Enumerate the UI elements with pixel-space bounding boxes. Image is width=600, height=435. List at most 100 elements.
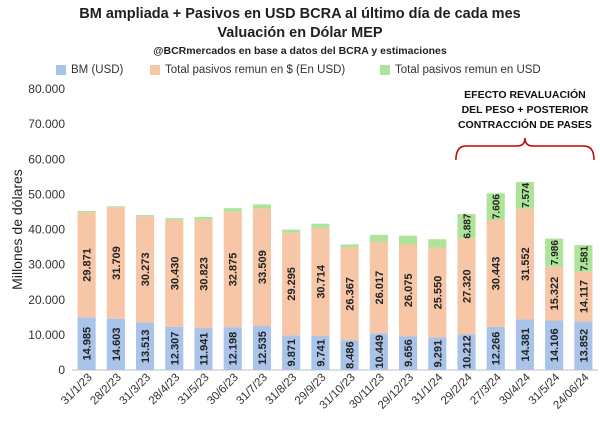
bar-segment-pasivos-usd <box>282 229 301 233</box>
x-tick-label: 31/8/23 <box>264 372 300 408</box>
bar-segment-pasivos-pesos <box>311 227 330 336</box>
data-label: 10.449 <box>374 335 386 369</box>
x-tick-label: 31/5/23 <box>176 372 212 408</box>
legend-item-pasivos-usd: Total pasivos remun en USD <box>380 64 541 76</box>
bar-segment-pasivos-pesos <box>398 244 418 337</box>
bar-segment-bm <box>515 319 535 370</box>
chart-legend: BM (USD) Total pasivos remun en $ (En US… <box>0 64 600 80</box>
legend-swatch-bm <box>56 65 66 75</box>
data-label: 9.741 <box>315 339 327 367</box>
bar-segment-bm <box>545 320 564 370</box>
data-label: 13.852 <box>578 329 590 363</box>
bar-segment-bm <box>486 326 505 370</box>
data-label: 12.535 <box>257 331 269 365</box>
x-tick-label: 28/4/23 <box>147 372 183 408</box>
bar-segment-pasivos-usd <box>545 238 564 267</box>
data-label: 8.486 <box>345 341 357 369</box>
chart-title: BM ampliada + Pasivos en USD BCRA al últ… <box>79 6 521 22</box>
bar-segment-pasivos-pesos <box>282 232 301 336</box>
bar-segment-pasivos-pesos <box>77 212 96 318</box>
x-tick-label: 31/3/23 <box>118 372 154 408</box>
x-tick-label: 28/2/23 <box>88 372 124 408</box>
chart-subtitle: Valuación en Dólar MEP <box>217 25 383 41</box>
data-label: 14.985 <box>82 327 94 361</box>
data-label: 12.307 <box>169 332 181 366</box>
bar-segment-pasivos-usd <box>194 216 213 220</box>
annotation-text: CONTRACCIÓN DE PASES <box>458 118 592 131</box>
y-tick-label: 60.000 <box>28 152 65 166</box>
bar-segment-pasivos-pesos <box>194 219 213 329</box>
data-label: 32.875 <box>228 253 240 287</box>
bar-segment-pasivos-pesos <box>428 247 447 338</box>
bar-segment-pasivos-usd <box>428 239 447 248</box>
bar-segment-bm <box>340 340 359 370</box>
bar-segment-pasivos-pesos <box>515 208 535 320</box>
bar-segment-bm <box>369 333 388 370</box>
data-label: 14.117 <box>578 280 590 313</box>
data-label: 26.367 <box>345 277 357 311</box>
legend-item-bm: BM (USD) <box>56 64 123 76</box>
data-label: 11.941 <box>199 333 211 366</box>
data-label: 30.443 <box>491 257 503 291</box>
data-label: 9.291 <box>432 340 444 368</box>
bar-segment-pasivos-usd <box>340 244 359 248</box>
bar-segment-bm <box>252 325 272 370</box>
bar-segment-bm <box>428 337 447 370</box>
bar-segment-bm <box>165 326 184 370</box>
data-label: 6.887 <box>463 213 474 238</box>
data-label: 29.295 <box>286 267 298 301</box>
y-tick-label: 0 <box>58 363 65 377</box>
data-label: 7.574 <box>521 182 532 207</box>
bar-segment-bm <box>106 318 125 370</box>
y-tick-label: 20.000 <box>28 293 65 307</box>
data-label: 14.603 <box>111 328 123 362</box>
annotation-text: EFECTO REVALUACIÓN <box>464 88 586 101</box>
bar-segment-bm <box>574 321 593 370</box>
bar-segment-pasivos-pesos <box>457 238 476 335</box>
data-label: 12.266 <box>491 332 503 366</box>
bar-segment-pasivos-pesos <box>135 216 155 323</box>
bar-segment-pasivos-usd <box>311 223 330 228</box>
data-label: 7.606 <box>492 194 503 219</box>
y-tick-label: 50.000 <box>28 187 65 201</box>
annotation-brace <box>455 137 595 161</box>
bar-segment-pasivos-usd <box>135 215 155 217</box>
bar-segment-pasivos-usd <box>574 245 593 272</box>
y-tick-label: 40.000 <box>28 223 65 237</box>
y-tick-label: 10.000 <box>28 328 65 342</box>
bar-segment-bm <box>194 328 213 370</box>
bar-segment-pasivos-usd <box>486 193 505 220</box>
bar-segment-bm <box>135 322 155 370</box>
bar-segment-pasivos-pesos <box>369 241 388 334</box>
bar-segment-pasivos-usd <box>223 208 242 212</box>
data-label: 26.075 <box>403 273 415 307</box>
bar-segment-pasivos-usd <box>252 204 272 209</box>
bar-segment-bm <box>223 327 242 370</box>
chart-source: @BCRmercados en base a datos del BCRA y … <box>153 45 447 57</box>
data-label: 30.714 <box>315 264 327 299</box>
legend-label-pasivos-usd: Total pasivos remun en USD <box>395 64 541 76</box>
bar-segment-pasivos-pesos <box>165 219 184 327</box>
bar-segment-pasivos-usd <box>106 206 125 208</box>
data-label: 33.509 <box>257 250 269 284</box>
bar-segment-pasivos-usd <box>369 234 388 242</box>
data-label: 31.709 <box>111 246 123 280</box>
data-label: 15.322 <box>549 277 561 311</box>
x-tick-label: 31/1/24 <box>410 371 446 407</box>
y-axis-label: Millones de dólares <box>9 169 25 290</box>
bar-segment-pasivos-usd <box>165 218 184 220</box>
bar-segment-pasivos-pesos <box>223 211 242 328</box>
data-label: 30.430 <box>169 257 181 291</box>
x-tick-label: 27/3/24 <box>468 371 504 407</box>
bar-segment-pasivos-usd <box>457 213 476 239</box>
legend-label-bm: BM (USD) <box>71 64 124 76</box>
y-tick-label: 80.000 <box>28 82 65 96</box>
bar-segment-pasivos-pesos <box>574 271 593 322</box>
data-label: 26.017 <box>374 271 386 305</box>
annotation-text: DEL PESO + POSTERIOR <box>462 104 589 116</box>
x-tick-label: 29/2/24 <box>439 371 475 407</box>
bar-segment-pasivos-pesos <box>252 208 272 326</box>
data-label: 13.513 <box>140 329 152 363</box>
bar-segment-pasivos-pesos <box>106 207 125 319</box>
